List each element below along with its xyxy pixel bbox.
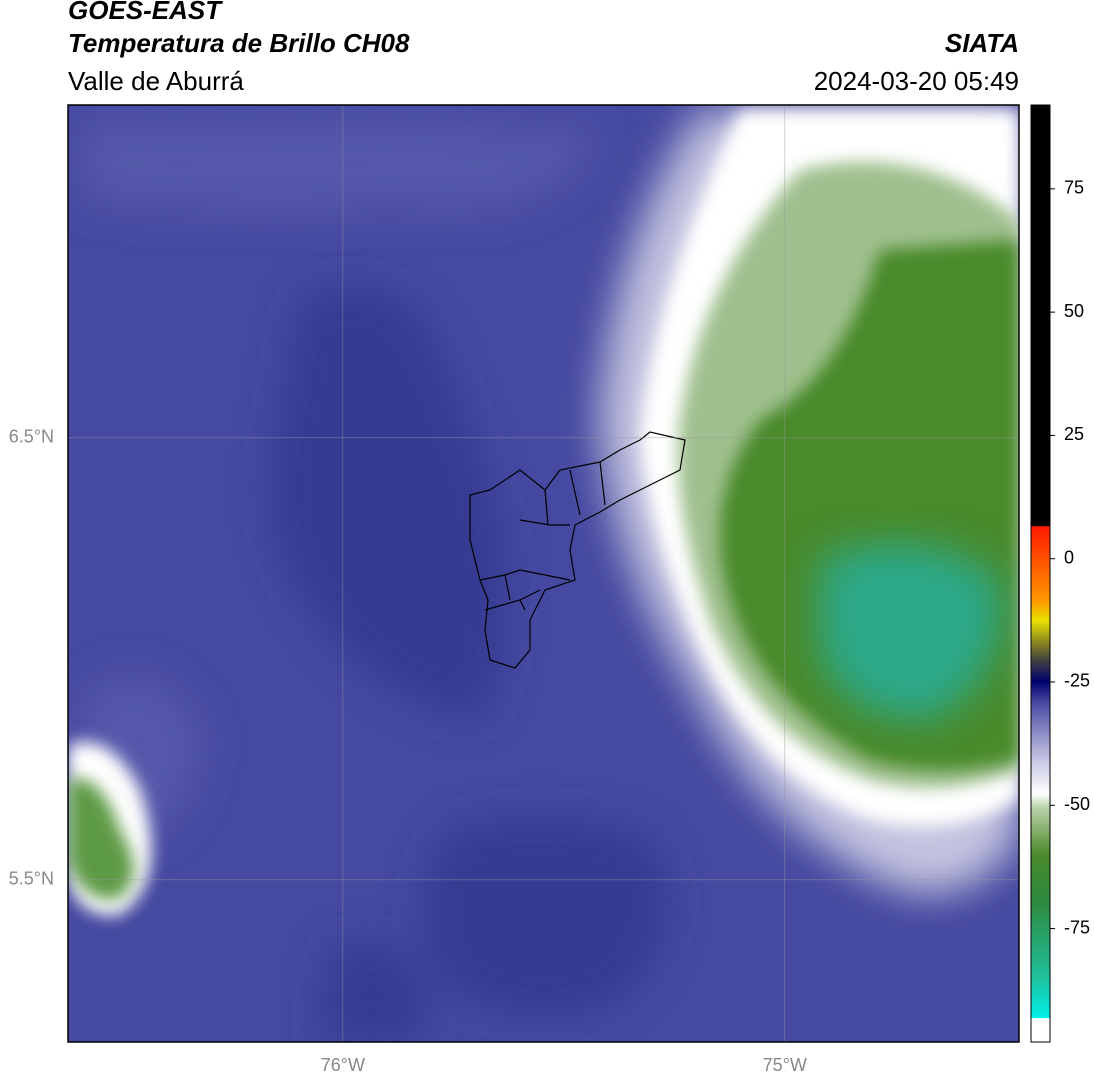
title: GOES-EAST: [68, 0, 223, 25]
timestamp: 2024-03-20 05:49: [814, 66, 1019, 96]
colorbar-tick-label: -25: [1064, 671, 1090, 691]
y-tick-label: 5.5°N: [9, 869, 54, 889]
y-tick-label: 6.5°N: [9, 427, 54, 447]
region: Valle de Aburrá: [68, 66, 244, 96]
colorbar: [1030, 104, 1051, 1043]
map-image: [68, 105, 1019, 1042]
colorbar-tick-label: 50: [1064, 301, 1084, 321]
colorbar-tick-label: -75: [1064, 917, 1090, 937]
colorbar-tick-label: 75: [1064, 178, 1084, 198]
colorbar-tick-label: 25: [1064, 424, 1084, 444]
x-tick-label: 75°W: [763, 1055, 807, 1075]
x-tick-label: 76°W: [321, 1055, 365, 1075]
subtitle: Temperatura de Brillo CH08: [68, 28, 410, 58]
source: SIATA: [945, 28, 1019, 58]
colorbar-tick-label: 0: [1064, 547, 1074, 567]
map-frame: [67, 104, 1020, 1043]
colorbar-tick-label: -50: [1064, 794, 1090, 814]
basin-outline: [469, 431, 686, 669]
